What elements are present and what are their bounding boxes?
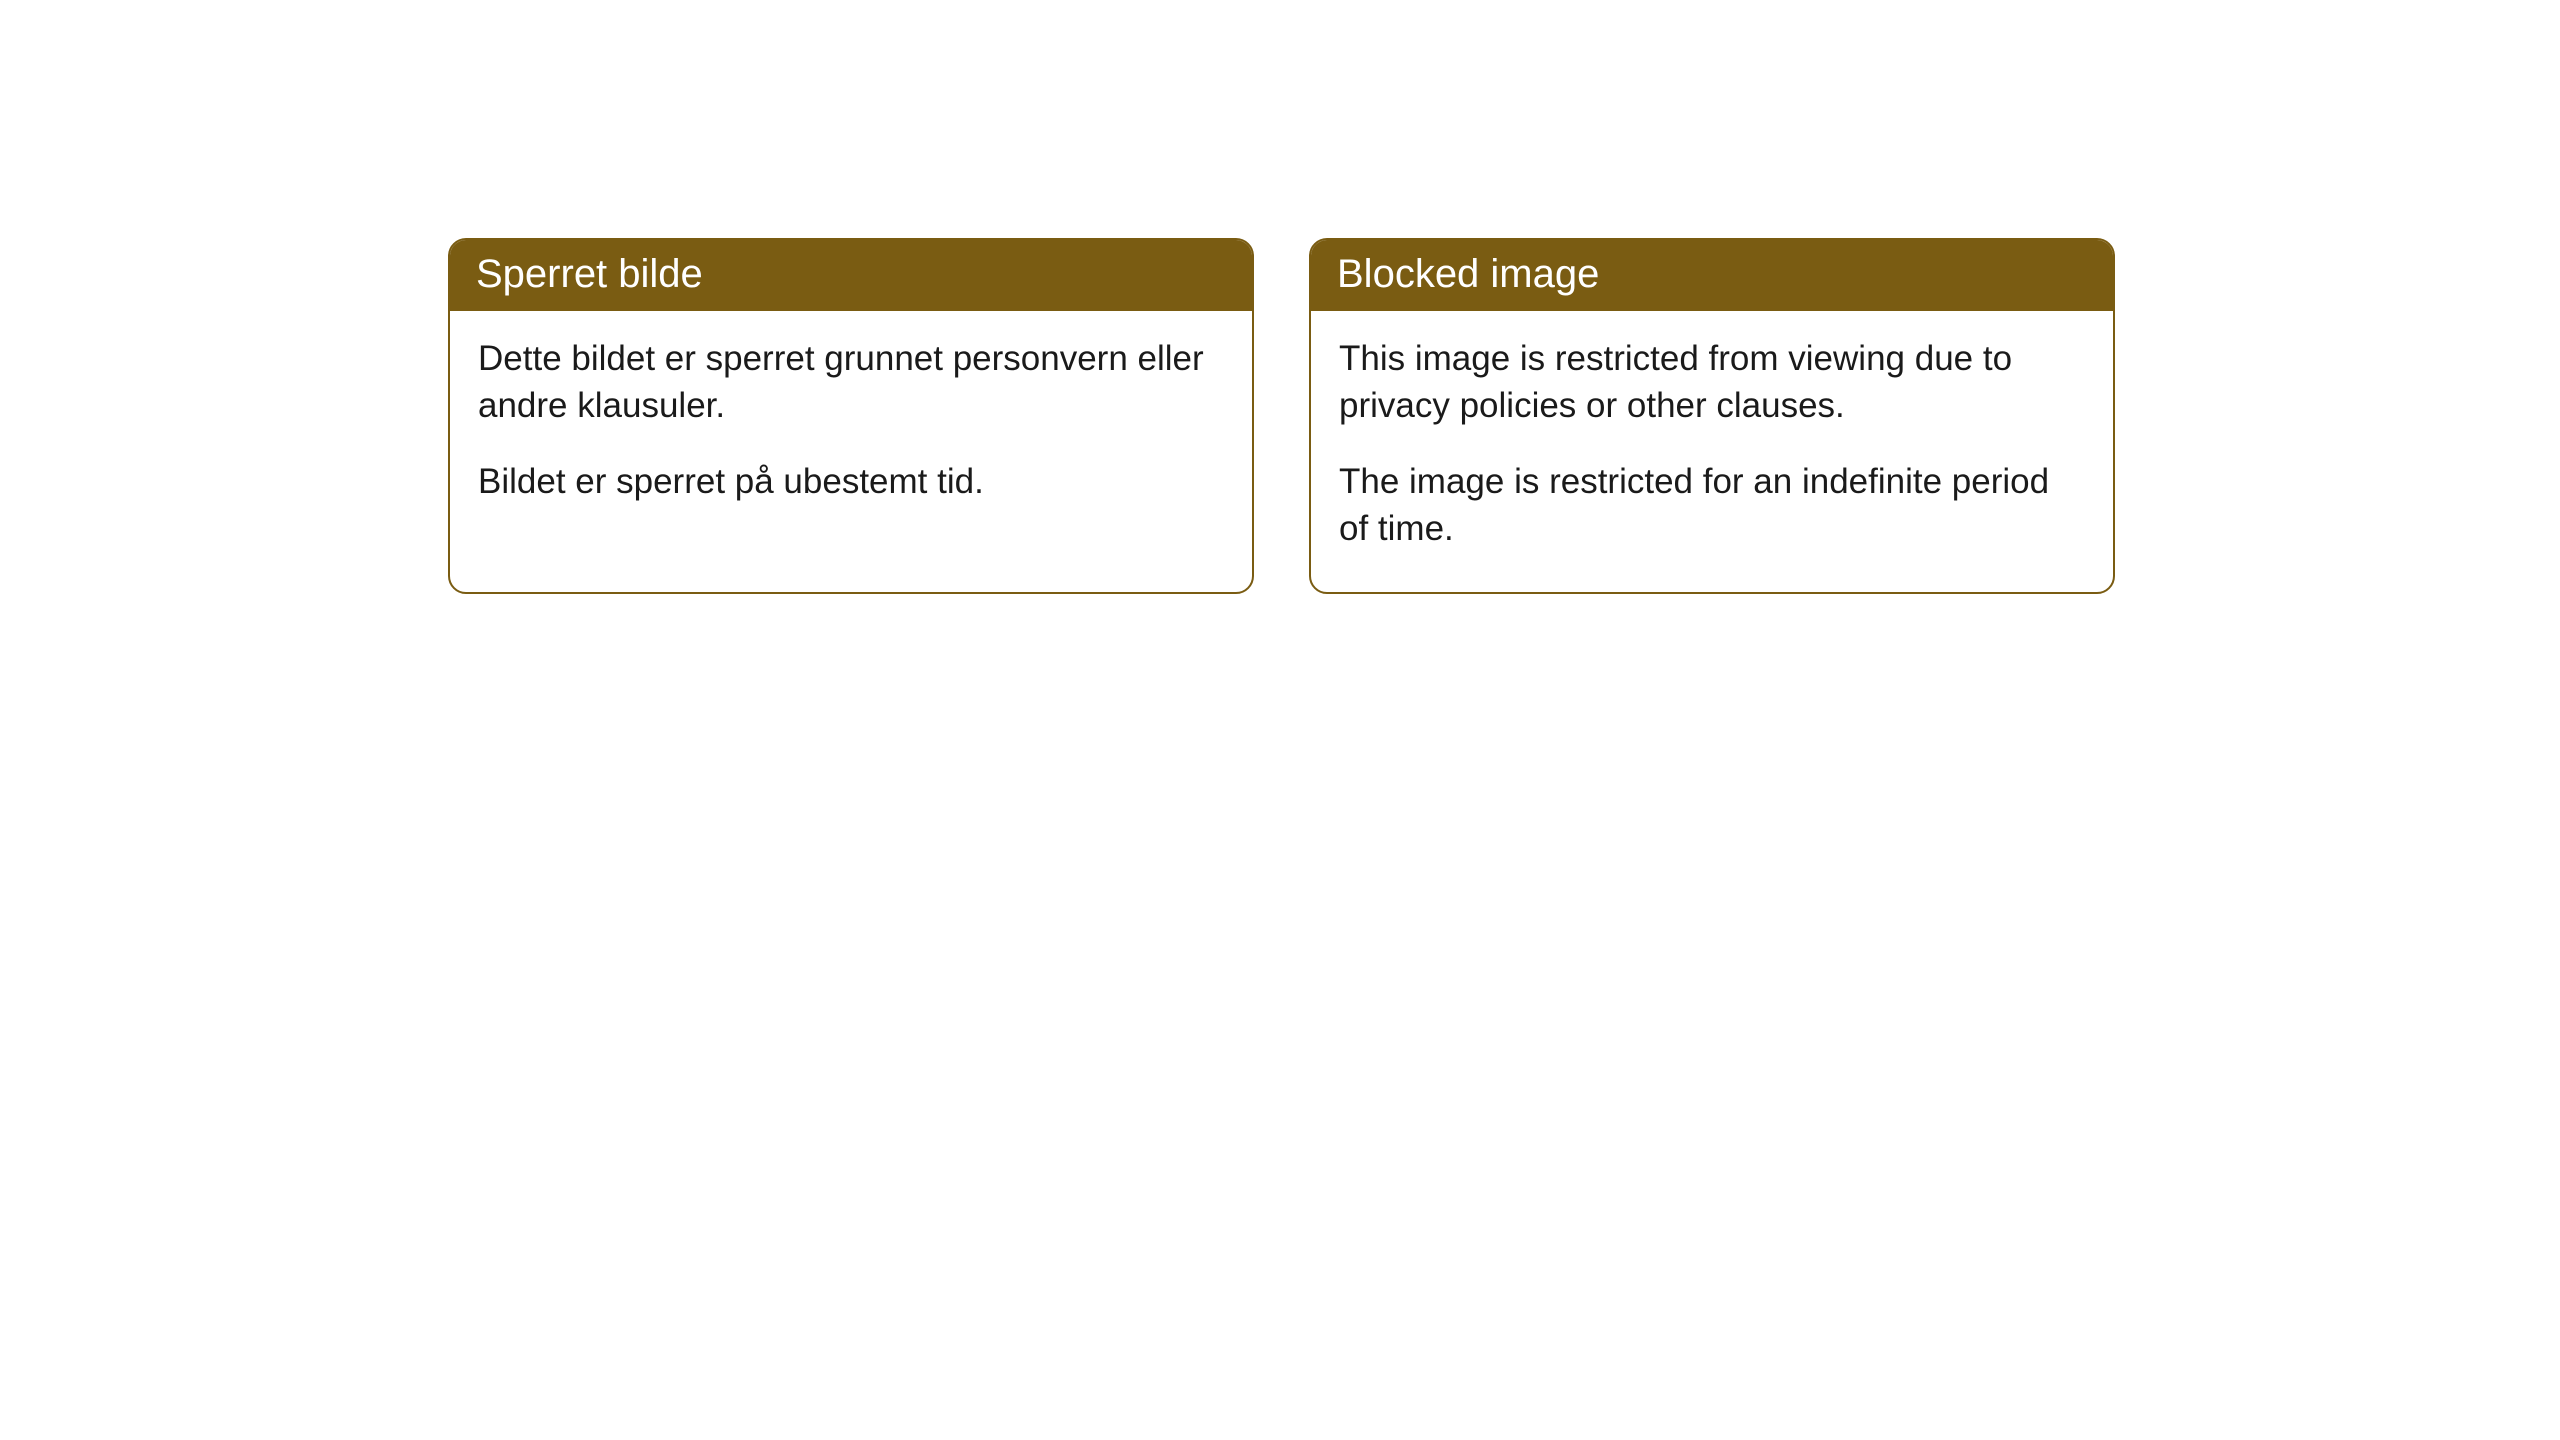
cards-container: Sperret bilde Dette bildet er sperret gr… bbox=[448, 238, 2560, 594]
card-body: This image is restricted from viewing du… bbox=[1311, 311, 2113, 592]
card-body: Dette bildet er sperret grunnet personve… bbox=[450, 311, 1252, 545]
card-title: Sperret bilde bbox=[476, 252, 703, 296]
card-header: Blocked image bbox=[1311, 240, 2113, 311]
card-paragraph-2: The image is restricted for an indefinit… bbox=[1339, 458, 2085, 553]
card-english: Blocked image This image is restricted f… bbox=[1309, 238, 2115, 594]
card-paragraph-1: This image is restricted from viewing du… bbox=[1339, 335, 2085, 430]
card-norwegian: Sperret bilde Dette bildet er sperret gr… bbox=[448, 238, 1254, 594]
card-paragraph-2: Bildet er sperret på ubestemt tid. bbox=[478, 458, 1224, 505]
card-header: Sperret bilde bbox=[450, 240, 1252, 311]
card-paragraph-1: Dette bildet er sperret grunnet personve… bbox=[478, 335, 1224, 430]
card-title: Blocked image bbox=[1337, 252, 1599, 296]
